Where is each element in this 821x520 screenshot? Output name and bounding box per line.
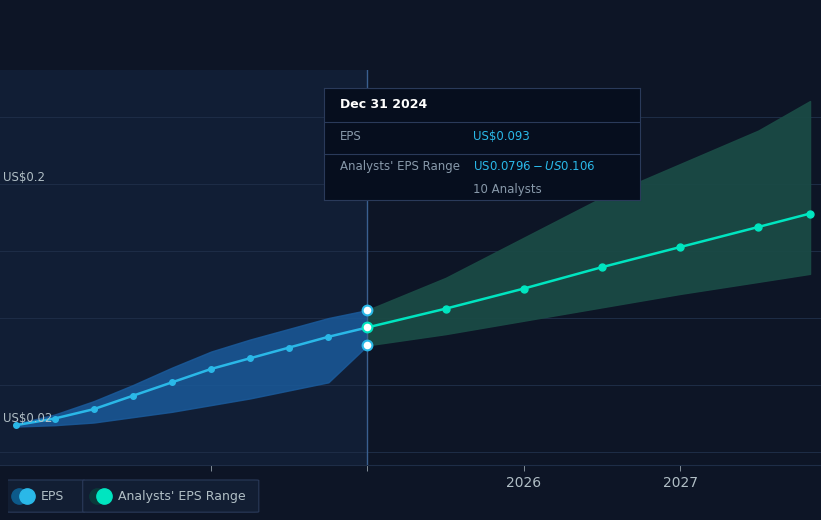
Text: EPS: EPS <box>340 130 362 143</box>
Text: Analysts Forecasts: Analysts Forecasts <box>374 116 484 129</box>
Text: US$0.02: US$0.02 <box>3 412 53 425</box>
Text: 10 Analysts: 10 Analysts <box>473 184 542 197</box>
Text: Analysts' EPS Range: Analysts' EPS Range <box>118 490 245 502</box>
FancyBboxPatch shape <box>6 480 85 512</box>
Text: EPS: EPS <box>41 490 64 502</box>
Text: US$0.0796 - US$0.106: US$0.0796 - US$0.106 <box>473 160 595 173</box>
Text: US$0.093: US$0.093 <box>473 130 530 143</box>
FancyBboxPatch shape <box>83 480 259 512</box>
Bar <box>0 70 368 465</box>
Text: Dec 31 2024: Dec 31 2024 <box>340 98 428 111</box>
Text: US$0.2: US$0.2 <box>3 171 45 184</box>
Text: Analysts' EPS Range: Analysts' EPS Range <box>340 160 460 173</box>
Text: Actual: Actual <box>324 116 361 129</box>
